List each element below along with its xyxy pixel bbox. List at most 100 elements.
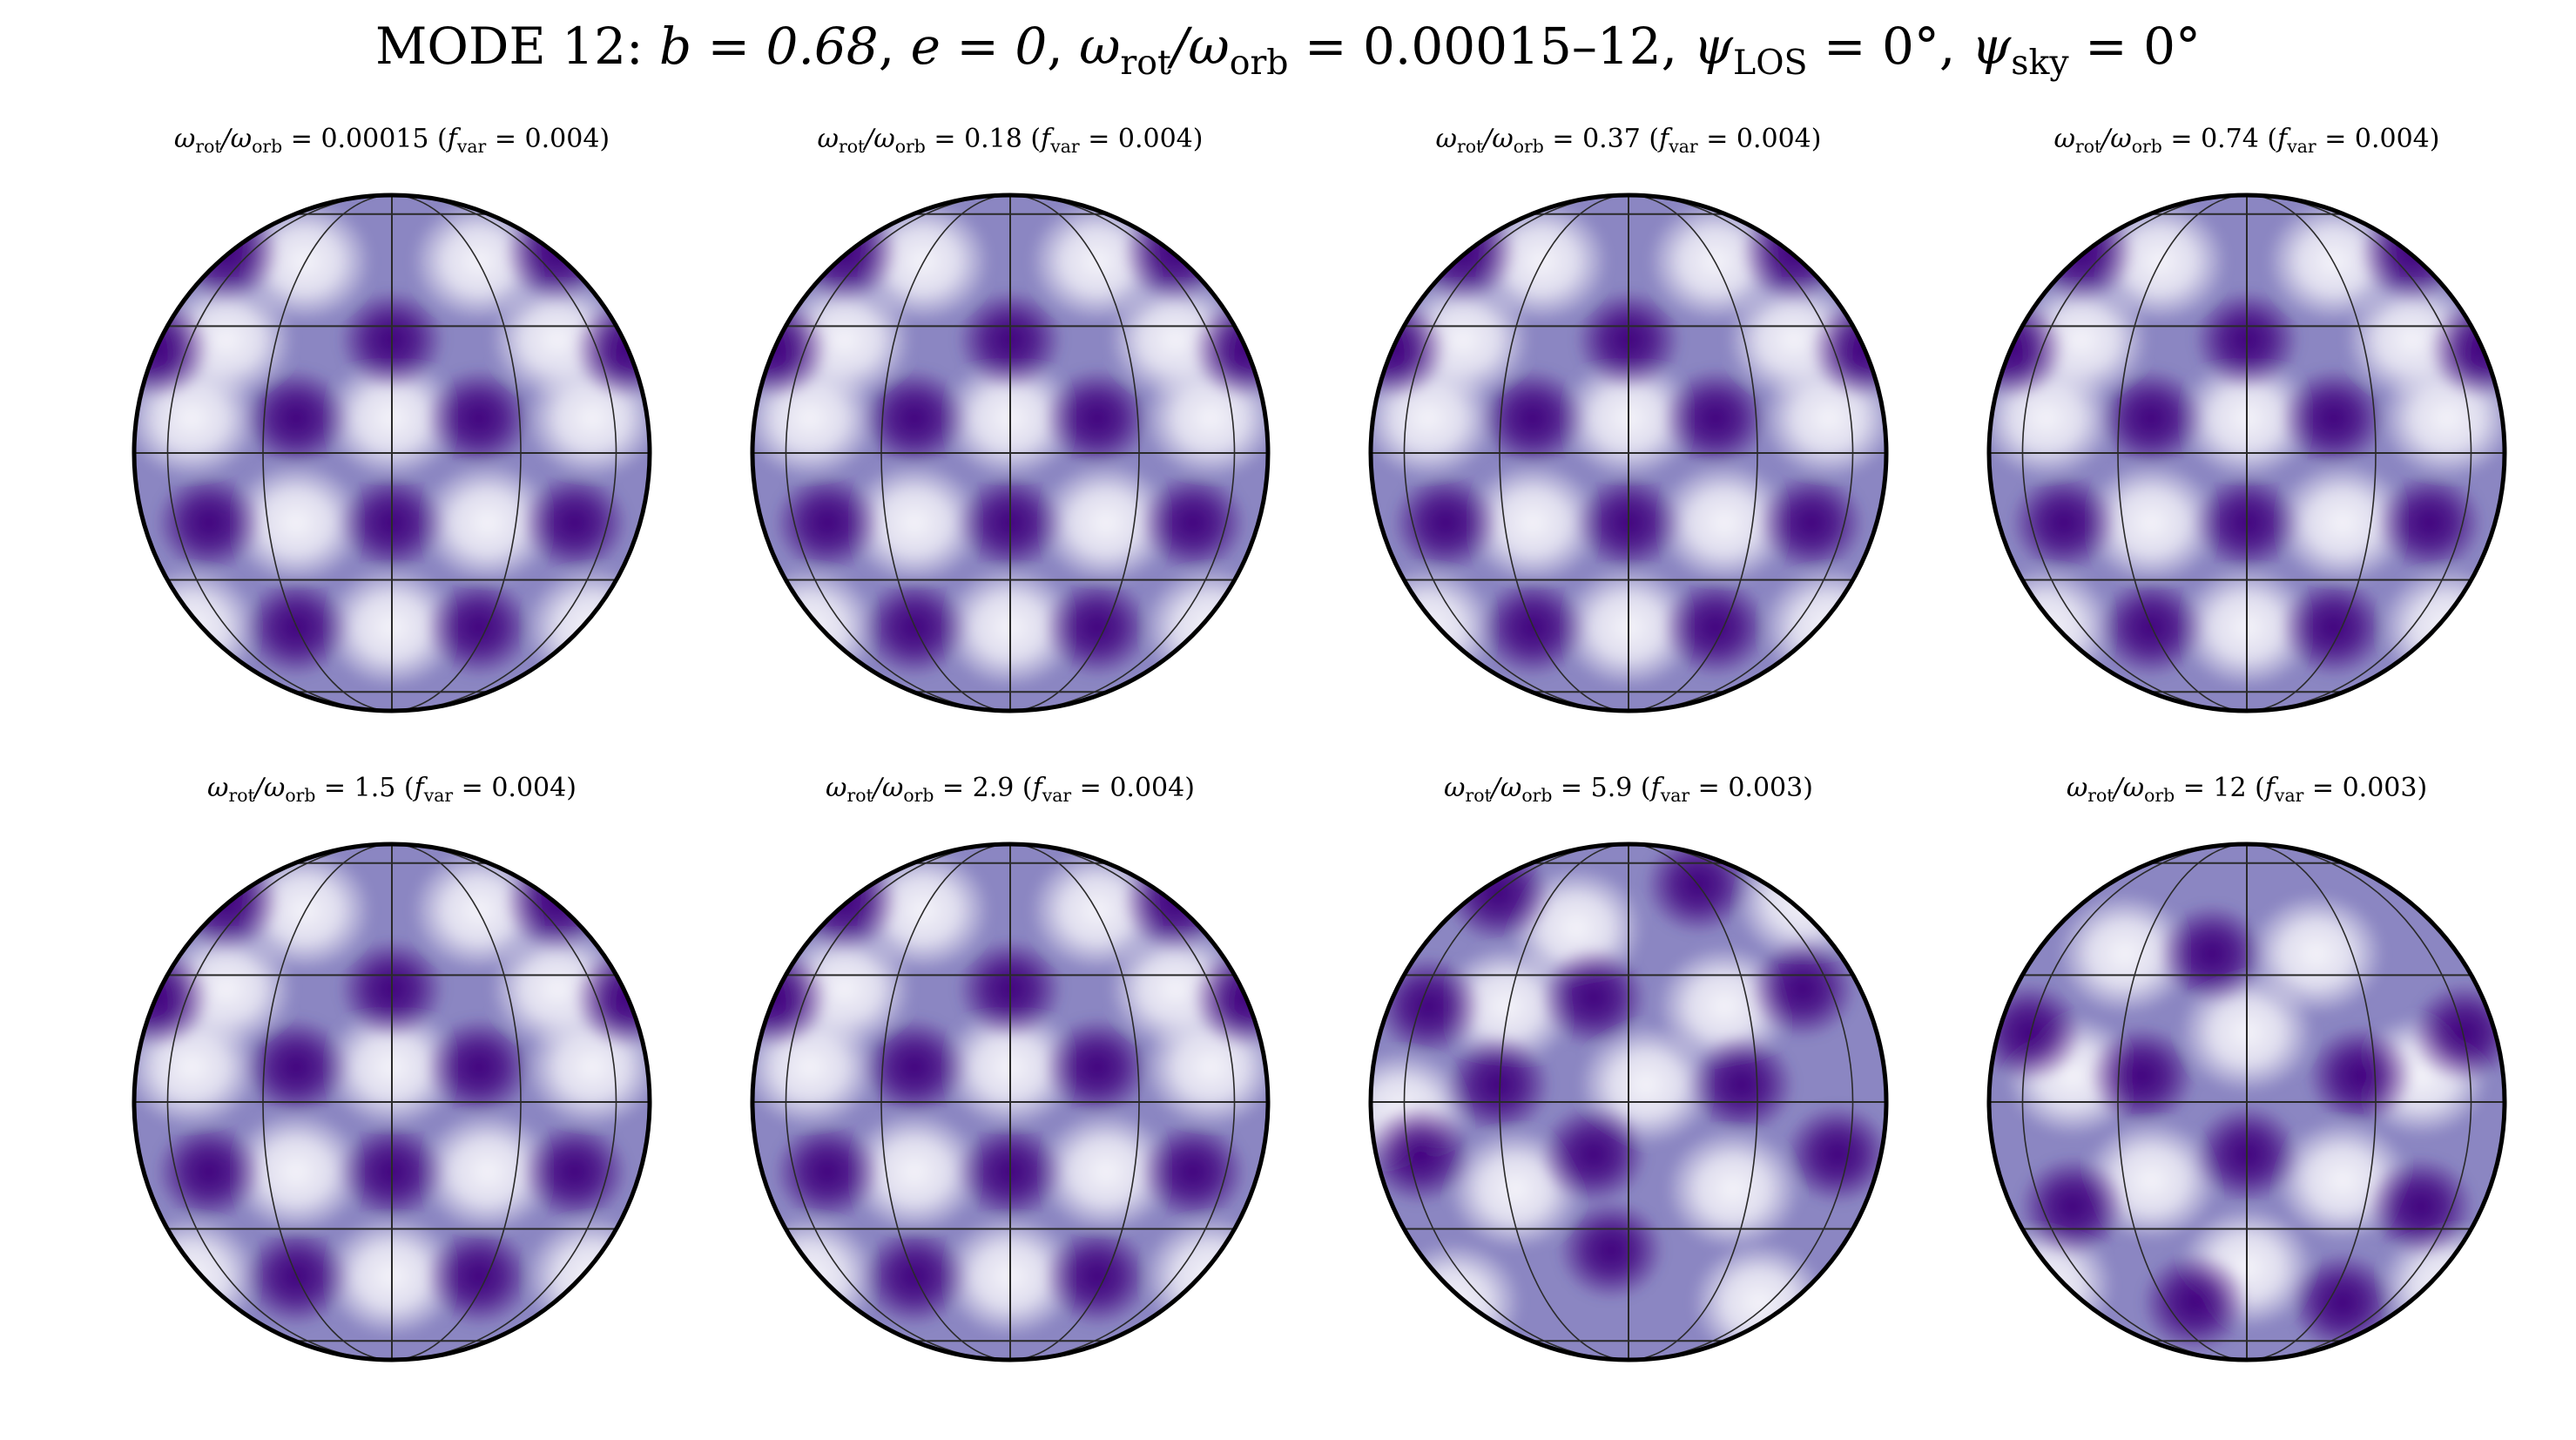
panel-fvar: 0.003 [1728, 773, 1804, 803]
dark-region [1479, 368, 1587, 469]
dark-region [242, 368, 350, 469]
sphere-outline [131, 193, 652, 713]
dark-region [2306, 1025, 2414, 1126]
light-region [1465, 462, 1601, 584]
panel-title: ωrot/ωorb = 2.9 (fvar = 0.004) [826, 773, 1195, 807]
light-region [420, 462, 556, 584]
graticule [1371, 195, 1886, 711]
light-region [134, 1215, 260, 1337]
dark-region [2280, 577, 2388, 678]
dark-region [860, 1226, 968, 1327]
dark-region [242, 1226, 350, 1327]
dark-region [2010, 472, 2118, 573]
dark-region [1749, 938, 1857, 1039]
light-region [2083, 462, 2219, 584]
panel-title: ωrot/ωorb = 5.9 (fvar = 0.003) [1444, 773, 1813, 807]
light-region [2057, 893, 2193, 1015]
light-region [1665, 1128, 1801, 1250]
light-region [1143, 1215, 1268, 1337]
dark-region [1540, 947, 1648, 1048]
sphere-outline [1368, 193, 1889, 713]
dark-region [1479, 577, 1587, 678]
light-region [1761, 566, 1886, 688]
sphere-map [1368, 842, 1889, 1362]
dark-region [1371, 1104, 1473, 1205]
graticule [1989, 844, 2505, 1360]
light-region [846, 1111, 982, 1233]
light-region [1989, 566, 2114, 688]
dark-region [1662, 577, 1770, 678]
dark-region [1139, 1121, 1247, 1222]
map-panel-4: ωrot/ωorb = 0.74 (fvar = 0.004) [1959, 122, 2534, 749]
light-region [420, 1111, 556, 1233]
dark-region [860, 577, 968, 678]
dark-region [2158, 903, 2266, 1004]
dark-region [2097, 368, 2205, 469]
light-region [228, 1111, 364, 1233]
panel-title: ωrot/ωorb = 0.18 (fvar = 0.004) [817, 124, 1204, 158]
dark-region [1043, 1017, 1151, 1118]
dark-region [2019, 1156, 2127, 1257]
dark-region [860, 368, 968, 469]
dark-region [1557, 1200, 1665, 1301]
dark-region [425, 1226, 533, 1327]
dark-region [860, 1017, 968, 1118]
map-panel-7: ωrot/ωorb = 5.9 (fvar = 0.003) [1341, 771, 1916, 1398]
dark-region [2280, 368, 2388, 469]
dark-region [1662, 368, 1770, 469]
sphere-outline [750, 842, 1271, 1362]
light-region [134, 566, 260, 688]
light-region [2275, 462, 2411, 584]
sphere-outline [1368, 842, 1889, 1362]
dark-region [2289, 1252, 2397, 1353]
title-b: b = 0.68 [658, 17, 879, 76]
light-region [524, 1215, 650, 1337]
sphere-outline [131, 842, 652, 1362]
graticule [752, 195, 1268, 711]
graticule [134, 195, 650, 711]
light-region [1386, 1241, 1522, 1360]
map-panel-2: ωrot/ωorb = 0.18 (fvar = 0.004) [723, 122, 1298, 749]
panel-ratio: 2.9 [972, 773, 1015, 803]
panel-ratio: 0.00015 [320, 124, 429, 154]
sphere-map [131, 193, 652, 713]
dark-region [1784, 1104, 1886, 1205]
light-region [846, 462, 982, 584]
dark-region [773, 472, 881, 573]
panel-ratio: 5.9 [1590, 773, 1633, 803]
dark-region [1043, 577, 1151, 678]
panel-fvar: 0.004 [2354, 124, 2430, 154]
dark-region [155, 472, 263, 573]
title-psi-sky: = 0° [2068, 17, 2202, 76]
map-panel-3: ωrot/ωorb = 0.37 (fvar = 0.004) [1341, 122, 1916, 749]
dark-region [2097, 577, 2205, 678]
dark-region [425, 368, 533, 469]
dark-region [1757, 472, 1865, 573]
dark-region [1139, 472, 1247, 573]
dark-region [2376, 472, 2484, 573]
panel-fvar: 0.004 [1109, 773, 1185, 803]
panel-fvar: 0.004 [524, 124, 600, 154]
sphere-outline [1986, 842, 2507, 1362]
sphere-map [1986, 193, 2507, 713]
panel-ratio: 1.5 [354, 773, 396, 803]
map-panel-5: ωrot/ωorb = 1.5 (fvar = 0.004) [105, 771, 679, 1398]
panel-fvar: 0.004 [1736, 124, 1811, 154]
light-region [228, 462, 364, 584]
panel-ratio: 0.74 [2201, 124, 2259, 154]
light-region [752, 566, 878, 688]
map-panel-1: ωrot/ωorb = 0.00015 (fvar = 0.004) [105, 122, 679, 749]
dark-region [773, 1121, 881, 1222]
sphere-map [1986, 842, 2507, 1362]
figure-title: MODE 12: b = 0.68, e = 0, ωrot/ωorb = 0.… [374, 17, 2202, 83]
dark-region [1444, 1034, 1552, 1135]
dark-region [425, 1017, 533, 1118]
panel-title: ωrot/ωorb = 0.00015 (fvar = 0.004) [173, 124, 610, 158]
panel-fvar: 0.004 [491, 773, 567, 803]
title-mode: MODE 12: [374, 17, 659, 76]
sphere-outline [750, 193, 1271, 713]
dark-region [1540, 1104, 1648, 1205]
dark-region [242, 577, 350, 678]
dark-region [155, 1121, 263, 1222]
dark-region [242, 1017, 350, 1118]
